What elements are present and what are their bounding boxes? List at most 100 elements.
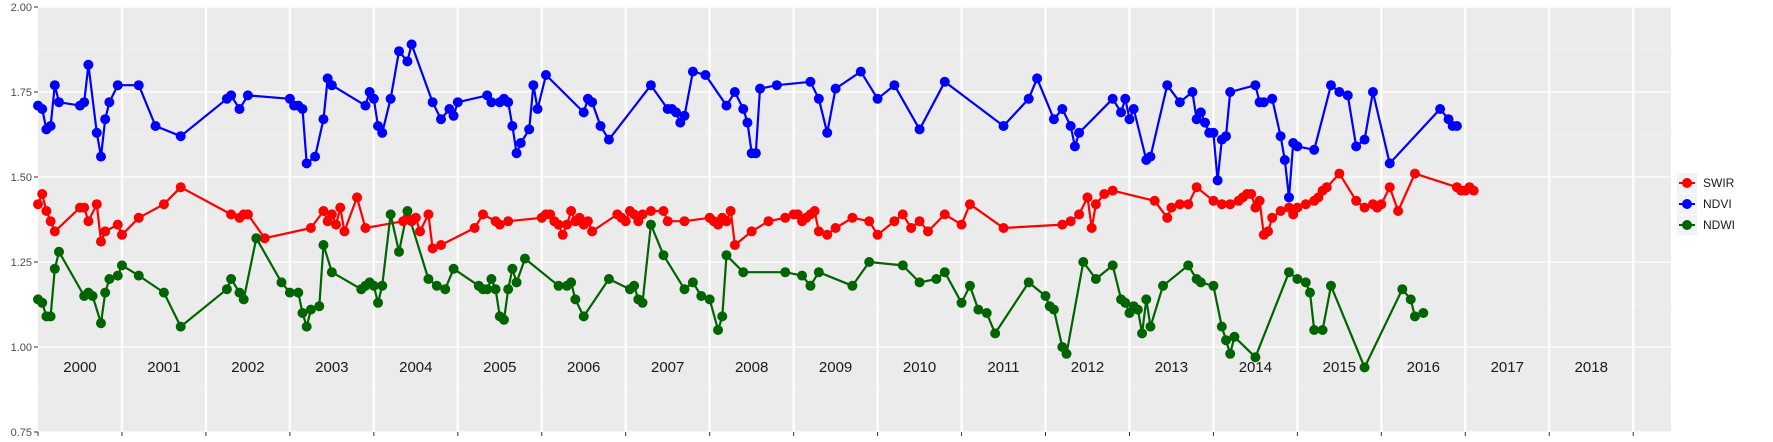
data-point-ndwi bbox=[939, 267, 950, 278]
data-point-ndwi bbox=[507, 263, 518, 274]
data-point-swir bbox=[587, 226, 598, 237]
data-point-swir bbox=[41, 206, 52, 216]
data-point-ndwi bbox=[1158, 280, 1169, 291]
data-point-ndvi bbox=[1145, 151, 1156, 162]
data-point-ndwi bbox=[45, 311, 56, 322]
data-point-swir bbox=[1275, 206, 1286, 216]
legend: SWIR NDVI NDWI bbox=[1677, 173, 1735, 235]
data-point-ndwi bbox=[318, 240, 329, 250]
data-point-ndwi bbox=[326, 267, 337, 278]
year-label: 2010 bbox=[903, 359, 936, 376]
data-point-ndwi bbox=[1048, 304, 1059, 315]
data-point-ndvi bbox=[503, 97, 514, 108]
data-point-ndvi bbox=[1128, 104, 1139, 114]
data-point-swir bbox=[503, 216, 514, 227]
data-point-ndvi bbox=[1162, 80, 1173, 91]
data-point-ndvi bbox=[49, 80, 60, 91]
data-point-ndwi bbox=[95, 318, 106, 329]
data-point-ndvi bbox=[528, 80, 539, 91]
year-label: 2004 bbox=[399, 359, 432, 376]
data-point-swir bbox=[1208, 195, 1219, 206]
data-point-ndwi bbox=[1107, 260, 1118, 271]
data-point-ndvi bbox=[1187, 87, 1198, 97]
data-point-ndwi bbox=[1090, 274, 1101, 284]
data-point-swir bbox=[91, 199, 102, 210]
data-point-swir bbox=[469, 223, 480, 233]
data-point-swir bbox=[1057, 219, 1068, 230]
data-point-swir bbox=[1468, 185, 1479, 196]
data-point-swir bbox=[335, 202, 346, 213]
data-point-swir bbox=[360, 223, 371, 233]
data-point-ndwi bbox=[629, 280, 640, 291]
data-point-swir bbox=[847, 212, 858, 223]
data-point-ndwi bbox=[490, 284, 501, 295]
data-point-ndwi bbox=[1317, 325, 1328, 335]
data-point-ndvi bbox=[242, 90, 253, 101]
data-point-ndvi bbox=[406, 39, 417, 50]
data-point-ndwi bbox=[503, 284, 514, 295]
data-point-swir bbox=[318, 206, 329, 216]
data-point-ndvi bbox=[318, 114, 329, 125]
data-point-ndvi bbox=[872, 93, 883, 104]
data-point-ndvi bbox=[1032, 73, 1043, 84]
data-point-ndwi bbox=[1359, 362, 1370, 373]
data-point-ndwi bbox=[314, 301, 325, 312]
data-point-ndwi bbox=[721, 250, 732, 261]
data-point-swir bbox=[830, 223, 841, 233]
year-label: 2008 bbox=[735, 359, 768, 376]
data-point-ndvi bbox=[1208, 127, 1219, 138]
data-point-ndvi bbox=[394, 46, 405, 57]
data-point-ndvi bbox=[738, 104, 749, 114]
year-label: 2012 bbox=[1071, 359, 1104, 376]
data-point-swir bbox=[1074, 209, 1085, 220]
data-point-ndwi bbox=[645, 219, 656, 230]
data-point-ndvi bbox=[1065, 121, 1076, 131]
y-tick-label: 0.75 bbox=[11, 427, 32, 439]
data-point-ndvi bbox=[301, 158, 312, 169]
data-point-ndwi bbox=[305, 304, 316, 315]
data-point-swir bbox=[226, 209, 237, 220]
year-label: 2007 bbox=[651, 359, 684, 376]
data-point-ndwi bbox=[1195, 277, 1206, 288]
data-point-ndwi bbox=[486, 274, 497, 284]
data-point-ndvi bbox=[1283, 192, 1294, 203]
data-point-swir bbox=[1267, 212, 1278, 223]
data-point-ndwi bbox=[112, 270, 123, 281]
data-point-ndwi bbox=[1397, 284, 1408, 295]
data-point-ndwi bbox=[553, 280, 564, 291]
data-point-swir bbox=[45, 216, 56, 227]
data-point-ndwi bbox=[1304, 287, 1315, 298]
data-point-ndvi bbox=[595, 121, 606, 131]
data-point-swir bbox=[1351, 195, 1362, 206]
data-point-ndwi bbox=[931, 274, 942, 284]
data-point-ndwi bbox=[679, 284, 690, 295]
data-point-swir bbox=[813, 226, 824, 237]
data-point-swir bbox=[1359, 202, 1370, 213]
data-point-ndwi bbox=[87, 291, 98, 301]
data-point-ndwi bbox=[1221, 335, 1232, 346]
data-point-swir bbox=[566, 206, 577, 216]
data-point-swir bbox=[809, 206, 820, 216]
year-label: 2001 bbox=[147, 359, 180, 376]
data-point-ndwi bbox=[1292, 274, 1303, 284]
data-point-ndvi bbox=[402, 56, 413, 67]
data-point-ndvi bbox=[1384, 158, 1395, 169]
data-point-swir bbox=[1183, 199, 1194, 210]
data-point-ndwi bbox=[847, 280, 858, 291]
data-point-ndwi bbox=[368, 280, 379, 291]
legend-key-marker bbox=[1682, 178, 1692, 188]
data-point-ndvi bbox=[486, 97, 497, 108]
data-point-ndwi bbox=[570, 294, 581, 305]
data-point-ndvi bbox=[436, 114, 447, 125]
data-point-ndvi bbox=[1116, 107, 1127, 118]
data-point-swir bbox=[1334, 168, 1345, 179]
data-point-ndvi bbox=[822, 127, 833, 138]
data-point-ndwi bbox=[1325, 280, 1336, 291]
y-axis: 0.75 1.00 1.25 1.50 1.75 2.00 bbox=[11, 2, 38, 439]
data-point-ndwi bbox=[377, 280, 388, 291]
data-point-swir bbox=[939, 209, 950, 220]
data-point-swir bbox=[83, 216, 94, 227]
data-point-ndvi bbox=[511, 148, 522, 159]
year-label: 2005 bbox=[483, 359, 516, 376]
year-label: 2013 bbox=[1155, 359, 1188, 376]
